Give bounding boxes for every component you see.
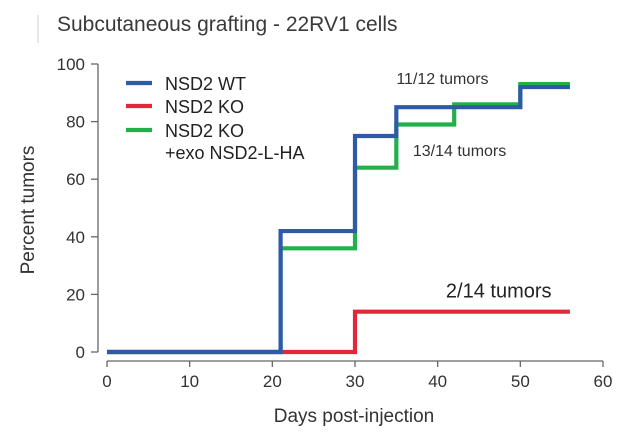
annotation-label: 2/14 tumors [446, 280, 552, 302]
y-tick-label: 80 [66, 113, 85, 132]
y-tick-label: 100 [57, 55, 85, 74]
x-tick-label: 10 [180, 372, 199, 391]
annotation-label: 13/14 tumors [413, 143, 506, 160]
legend: NSD2 WT NSD2 KO NSD2 KO +exo NSD2-L-HA [126, 74, 305, 163]
y-tick-label: 20 [66, 285, 85, 304]
legend-label: NSD2 KO +exo NSD2-L-HA [165, 121, 305, 163]
x-tick-label: 0 [102, 372, 111, 391]
annotation-layer: 11/12 tumors 13/14 tumors 2/14 tumors [396, 71, 551, 302]
series-line [107, 309, 570, 355]
x-tick-label: 20 [263, 372, 282, 391]
legend-label: NSD2 KO [165, 97, 244, 117]
y-axis: 0 20 40 60 80 100 [57, 55, 99, 362]
x-tick-label: 40 [428, 372, 447, 391]
y-tick-label: 0 [76, 343, 85, 362]
y-tick-label: 40 [66, 228, 85, 247]
series-line [107, 84, 570, 355]
x-tick-label: 50 [511, 372, 530, 391]
x-tick-label: 30 [346, 372, 365, 391]
y-tick-label: 60 [66, 170, 85, 189]
x-axis: 0 10 20 30 40 50 60 [102, 360, 613, 391]
chart-title: Subcutaneous grafting - 22RV1 cells [57, 13, 398, 36]
legend-label: NSD2 WT [165, 74, 246, 94]
series-layer [107, 82, 570, 355]
x-tick-label: 60 [594, 372, 613, 391]
y-axis-title: Percent tumors [18, 146, 39, 275]
x-axis-title: Days post-injection [274, 406, 435, 427]
annotation-label: 11/12 tumors [396, 71, 488, 88]
